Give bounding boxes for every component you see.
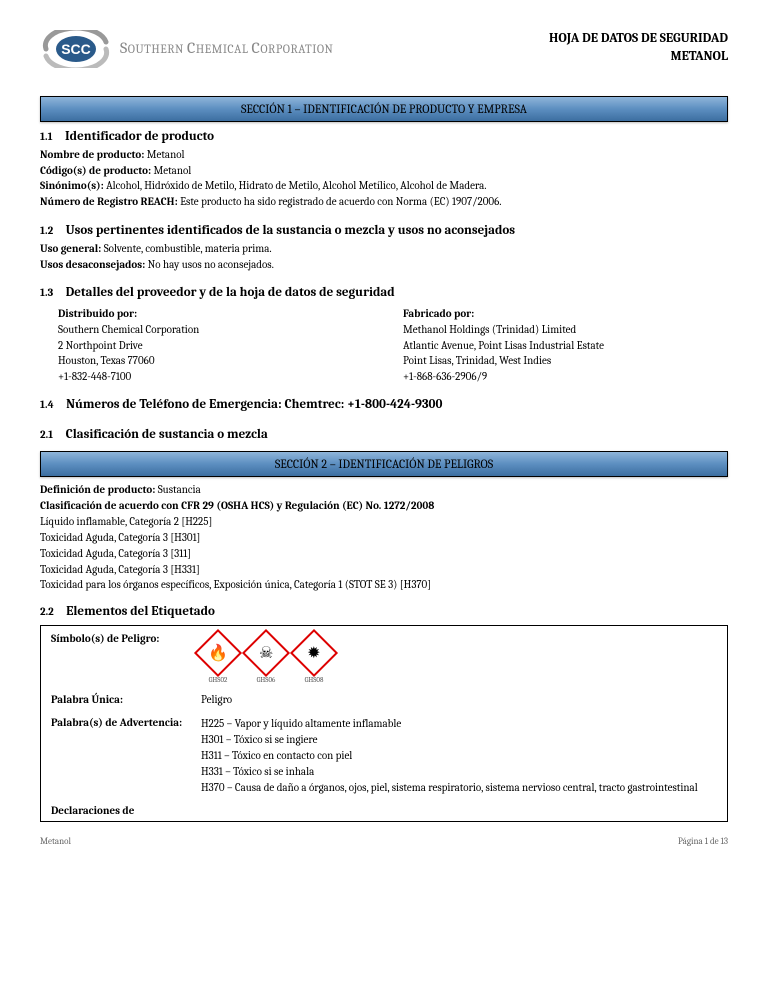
hazard-symbols-row: Símbolo(s) de Peligro: 🔥 GHS02 ☠ GHS06 ✹… <box>51 632 717 685</box>
advised-against: Usos desaconsejados: No hay usos no acon… <box>40 258 728 273</box>
classification-line: Líquido inflamable, Categoría 2 [H225] <box>40 515 728 530</box>
supplier-columns: Distribuido por: Southern Chemical Corpo… <box>58 306 728 386</box>
classification-line: Toxicidad Aguda, Categoría 3 [H301] <box>40 531 728 546</box>
section-1-bar: SECCIÓN 1 – IDENTIFICACIÓN DE PRODUCTO Y… <box>40 96 728 122</box>
general-use: Uso general: Solvente, combustible, mate… <box>40 242 728 257</box>
classification-line: Toxicidad para los órganos específicos, … <box>40 578 728 593</box>
logo-text: SCC <box>61 41 91 57</box>
classification-header: Clasificación de acuerdo con CFR 29 (OSH… <box>40 499 728 514</box>
health-hazard-icon: ✹ <box>307 645 320 661</box>
ghs02-pictogram: 🔥 GHS02 <box>201 632 235 685</box>
company-name: SOUTHERN CHEMICAL CORPORATION <box>120 38 333 60</box>
reach-number: Número de Registro REACH: Este producto … <box>40 195 728 210</box>
classification-line: Toxicidad Aguda, Categoría 3 [H331] <box>40 563 728 578</box>
hazard-statements-row: Palabra(s) de Advertencia: H225 – Vapor … <box>51 716 717 796</box>
label-elements-box: Símbolo(s) de Peligro: 🔥 GHS02 ☠ GHS06 ✹… <box>40 625 728 822</box>
product-name: Nombre de producto: Metanol <box>40 148 728 163</box>
section-2-bar: SECCIÓN 2 – IDENTIFICACIÓN DE PELIGROS <box>40 451 728 477</box>
subsection-2-2: 2.2 Elementos del Etiquetado <box>40 603 728 621</box>
logo-block: SCC SOUTHERN CHEMICAL CORPORATION <box>40 30 333 68</box>
footer-left: Metanol <box>40 836 71 848</box>
subsection-1-3: 1.3 Detalles del proveedor y de la hoja … <box>40 284 728 302</box>
product-definition: Definición de producto: Sustancia <box>40 483 728 498</box>
subsection-1-2: 1.2 Usos pertinentes identificados de la… <box>40 222 728 240</box>
ghs08-pictogram: ✹ GHS08 <box>297 632 331 685</box>
subsection-2-1: 2.1 Clasificación de sustancia o mezcla <box>40 426 728 444</box>
signal-word-row: Palabra Única: Peligro <box>51 693 717 708</box>
flame-icon: 🔥 <box>208 645 228 661</box>
classification-line: Toxicidad Aguda, Categoría 3 [311] <box>40 547 728 562</box>
distributor-col: Distribuido por: Southern Chemical Corpo… <box>58 306 383 386</box>
ghs06-pictogram: ☠ GHS06 <box>249 632 283 685</box>
product-code: Código(s) de producto: Metanol <box>40 164 728 179</box>
logo-swoosh: SCC <box>40 30 112 68</box>
subsection-1-1: 1.1 Identificador de producto <box>40 128 728 146</box>
synonyms: Sinónimo(s): Alcohol, Hidróxido de Metil… <box>40 179 728 194</box>
page-footer: Metanol Página 1 de 13 <box>40 836 728 848</box>
manufacturer-col: Fabricado por: Methanol Holdings (Trinid… <box>403 306 728 386</box>
declarations-row: Declaraciones de <box>51 804 717 819</box>
footer-right: Página 1 de 13 <box>678 836 728 848</box>
subsection-1-4: 1.4 Números de Teléfono de Emergencia: C… <box>40 396 728 414</box>
doc-title: HOJA DE DATOS DE SEGURIDAD METANOL <box>549 30 728 66</box>
page-header: SCC SOUTHERN CHEMICAL CORPORATION HOJA D… <box>40 30 728 68</box>
skull-icon: ☠ <box>259 645 273 661</box>
